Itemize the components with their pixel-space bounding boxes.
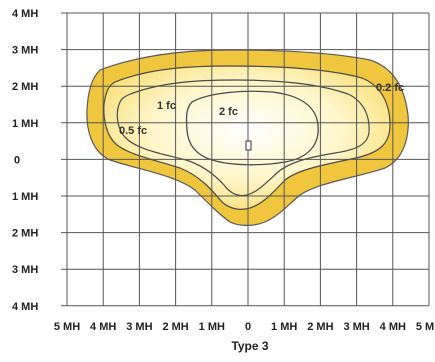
x-axis-label: 5 MH: [416, 321, 435, 333]
contour-label-1fc: 1 fc: [157, 100, 176, 112]
y-axis-label: 4 MH: [12, 8, 38, 20]
grid: [61, 12, 430, 307]
contour-label-0.5fc: 0.5 fc: [119, 125, 147, 137]
x-axis-label: 4 MH: [90, 321, 116, 333]
y-axis-label: 3 MH: [12, 264, 38, 276]
contour-1fc: [116, 79, 370, 197]
y-axis-label: 1 MH: [12, 118, 38, 130]
x-axis-label: 4 MH: [380, 321, 406, 333]
y-axis-label: 2 MH: [12, 228, 38, 240]
x-axis-label: 3 MH: [343, 321, 369, 333]
x-axis-label: 1 MH: [271, 321, 297, 333]
contour-label-2fc: 2 fc: [219, 106, 238, 118]
y-axis-label: 4 MH: [12, 301, 38, 313]
y-axis-label: 2 MH: [12, 81, 38, 93]
y-axis-labels: 4 MH 3 MH 2 MH 1 MH 0 1 MH 2 MH 3 MH 4 MH: [12, 8, 38, 313]
x-axis-label: 2 MH: [162, 321, 188, 333]
x-axis-label: 3 MH: [126, 321, 152, 333]
y-axis-label: 1 MH: [12, 191, 38, 203]
x-axis-label: 2 MH: [307, 321, 333, 333]
contour-label-0.2fc: 0.2 fc: [376, 82, 404, 94]
contour-0.5fc-fill: [103, 65, 391, 210]
contour-2fc: [185, 90, 319, 166]
x-axis-label: 1 MH: [199, 321, 225, 333]
y-axis-label: 3 MH: [12, 45, 38, 57]
luminaire-marker: [245, 140, 252, 151]
diagram-caption: Type 3: [231, 339, 268, 353]
x-axis-label: 0: [245, 321, 251, 333]
x-axis-labels: 5 MH 4 MH 3 MH 2 MH 1 MH 0 1 MH 2 MH 3 MH 4 MH 5 M…: [54, 321, 435, 333]
y-axis-label: 0: [14, 154, 20, 166]
x-axis-label: 5 MH: [54, 321, 80, 333]
